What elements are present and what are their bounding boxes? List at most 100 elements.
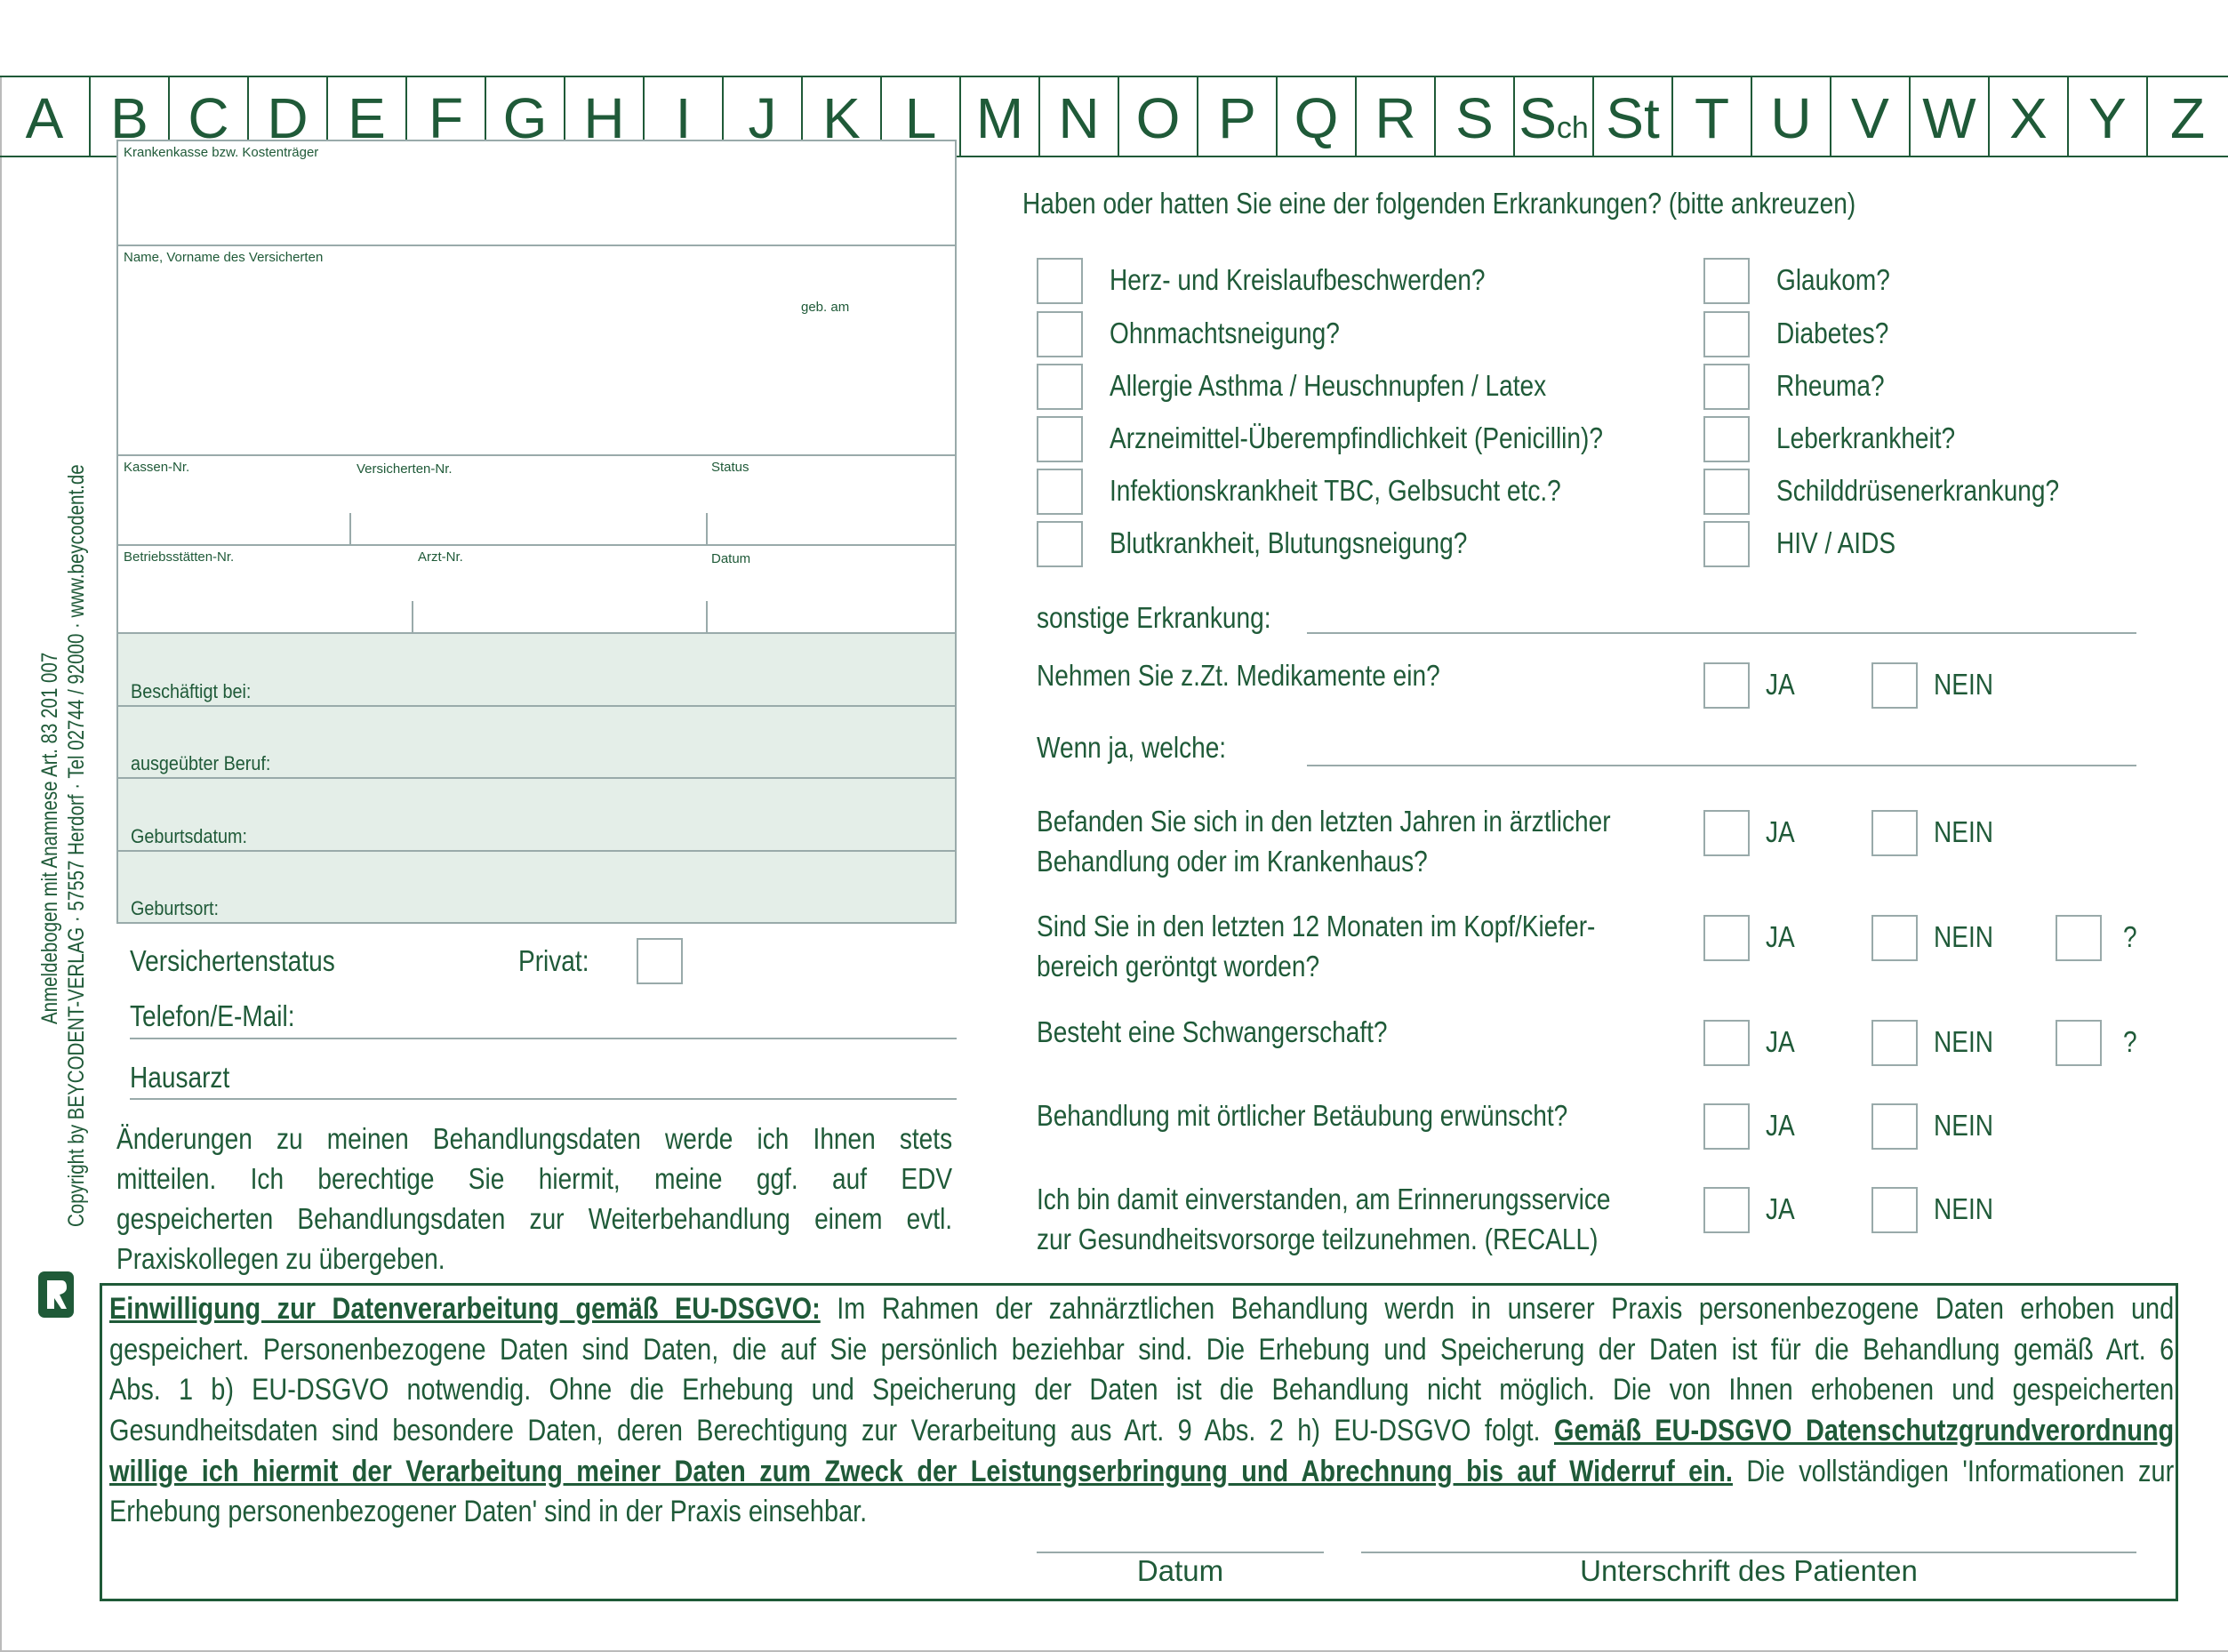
roentgen-ja-checkbox[interactable] [1703, 915, 1750, 961]
illness-label: Herz- und Kreislaufbeschwerden? [1110, 263, 1486, 296]
field-krankenkasse[interactable]: Krankenkasse bzw. Kostenträger [118, 141, 955, 246]
privat-checkbox[interactable] [637, 938, 683, 984]
behandlung-ja-checkbox[interactable] [1703, 810, 1750, 856]
notice-line: Praxiskollegen zu übergeben. [116, 1242, 445, 1275]
patient-signature-field[interactable] [1361, 1552, 2136, 1553]
index-tab-r: R [1357, 77, 1436, 157]
medikamente-question: Nehmen Sie z.Zt. Medikamente ein? [1037, 659, 1440, 692]
field-row-betrieb[interactable]: Betriebsstätten-Nr. Arzt-Nr. Datum [118, 546, 955, 634]
label: Status [711, 460, 749, 475]
illness-checkbox[interactable] [1703, 469, 1750, 515]
text: Gesundheitsdaten sind besondere Daten, d… [109, 1414, 1555, 1448]
sonstige-field[interactable] [1307, 632, 2136, 634]
illness-checkbox[interactable] [1037, 258, 1083, 304]
signature-caption: Unterschrift des Patienten [1580, 1554, 1918, 1587]
betaeubung-ja-checkbox[interactable] [1703, 1103, 1750, 1150]
field-geburtsdatum[interactable]: Geburtsdatum: [118, 779, 955, 852]
schwangerschaft-unknown-checkbox[interactable] [2056, 1020, 2102, 1066]
label: Versicherten-Nr. [357, 461, 453, 477]
index-tab-t: T [1673, 77, 1752, 157]
illness-label: HIV / AIDS [1776, 526, 1896, 559]
illness-checkbox[interactable] [1703, 364, 1750, 410]
ja-label: JA [1766, 1192, 1795, 1225]
ja-label: JA [1766, 1025, 1795, 1058]
recall-question: Ich bin damit einverstanden, am Erinneru… [1037, 1183, 1611, 1215]
illness-checkbox[interactable] [1037, 469, 1083, 515]
schwangerschaft-ja-checkbox[interactable] [1703, 1020, 1750, 1066]
index-tab-v: V [1831, 77, 1911, 157]
schwangerschaft-nein-checkbox[interactable] [1871, 1020, 1918, 1066]
illness-checkbox[interactable] [1037, 311, 1083, 357]
betaeubung-nein-checkbox[interactable] [1871, 1103, 1918, 1150]
illness-label: Leberkrankheit? [1776, 421, 1956, 454]
betaeubung-question: Behandlung mit örtlicher Betäubung erwün… [1037, 1099, 1568, 1132]
illness-label: Arzneimittel-Überempfindlichkeit (Penici… [1110, 421, 1603, 454]
divider [706, 513, 708, 545]
recall-ja-checkbox[interactable] [1703, 1187, 1750, 1233]
index-tab-p: P [1198, 77, 1278, 157]
index-tab-u: U [1752, 77, 1831, 157]
label: Kassen-Nr. [124, 460, 190, 475]
roentgen-nein-checkbox[interactable] [1871, 915, 1918, 961]
nein-label: NEIN [1934, 1192, 1994, 1225]
datum-signature-field[interactable] [1037, 1552, 1324, 1553]
recall-nein-checkbox[interactable] [1871, 1187, 1918, 1233]
nein-label: NEIN [1934, 1109, 1994, 1142]
unknown-label: ? [2123, 1025, 2137, 1058]
field-row-kassen[interactable]: Kassen-Nr. Versicherten-Nr. Status [118, 456, 955, 546]
field-name[interactable]: Name, Vorname des Versicherten geb. am [118, 246, 955, 456]
nein-label: NEIN [1934, 815, 1994, 848]
consent-line: Einwilligung zur Datenverarbeitung gemäß… [109, 1292, 2174, 1327]
beycodent-logo-icon [38, 1271, 74, 1318]
notice-line: Änderungen zu meinen Behandlungsdaten we… [116, 1122, 953, 1155]
datum-caption: Datum [1136, 1554, 1224, 1587]
telefon-field[interactable] [130, 1038, 957, 1039]
roentgen-unknown-checkbox[interactable] [2056, 915, 2102, 961]
index-tab-w: W [1911, 77, 1990, 157]
label: Beschäftigt bei: [131, 680, 252, 702]
insurance-card-area: Krankenkasse bzw. Kostenträger Name, Vor… [116, 140, 957, 924]
hausarzt-field[interactable] [130, 1098, 957, 1100]
roentgen-question: bereich geröntgt worden? [1037, 950, 1320, 982]
welche-label: Wenn ja, welche: [1037, 731, 1227, 764]
field-geburtsort[interactable]: Geburtsort: [118, 852, 955, 922]
label: Geburtsort: [131, 897, 220, 919]
consent-line: Erhebung personenbezogener Daten' sind i… [109, 1495, 868, 1528]
consent-title: Einwilligung zur Datenverarbeitung gemäß… [109, 1292, 821, 1326]
behandlung-nein-checkbox[interactable] [1871, 810, 1918, 856]
consent-line: willige ich hiermit der Verarbeitung mei… [109, 1455, 2174, 1489]
nein-label: NEIN [1934, 920, 1994, 953]
illness-label: Allergie Asthma / Heuschnupfen / Latex [1110, 369, 1547, 402]
label: ausgeübter Beruf: [131, 752, 271, 774]
notice-line: gespeicherten Behandlungsdaten zur Weite… [116, 1202, 953, 1235]
welche-field[interactable] [1307, 765, 2136, 766]
divider [412, 601, 413, 633]
medikamente-nein-checkbox[interactable] [1871, 662, 1918, 709]
ja-label: JA [1766, 815, 1795, 848]
ja-label: JA [1766, 668, 1795, 701]
text: Die vollständigen 'Informationen zur [1732, 1455, 2175, 1488]
illness-checkbox[interactable] [1703, 311, 1750, 357]
illness-checkbox[interactable] [1703, 416, 1750, 462]
label: geb. am [801, 300, 850, 315]
field-beruf[interactable]: ausgeübter Beruf: [118, 707, 955, 779]
versichertenstatus-label: Versichertenstatus [130, 944, 335, 977]
consent-line: gespeichert. Personenbezogene Daten sind… [109, 1333, 2175, 1367]
consent-box [100, 1283, 2178, 1601]
index-tab-o: O [1119, 77, 1198, 157]
behandlung-question: Befanden Sie sich in den letzten Jahren … [1037, 805, 1611, 838]
illness-checkbox[interactable] [1037, 364, 1083, 410]
notice-line: mitteilen. Ich berechtige Sie hiermit, m… [116, 1162, 953, 1195]
illness-checkbox[interactable] [1037, 416, 1083, 462]
illness-label: Schilddrüsenerkrankung? [1776, 474, 2060, 507]
nein-label: NEIN [1934, 1025, 1994, 1058]
illness-checkbox[interactable] [1037, 521, 1083, 567]
medikamente-ja-checkbox[interactable] [1703, 662, 1750, 709]
field-beschaeftigt[interactable]: Beschäftigt bei: [118, 634, 955, 707]
illness-label: Ohnmachtsneigung? [1110, 317, 1340, 349]
index-tab-x: X [1990, 77, 2069, 157]
illness-checkbox[interactable] [1703, 258, 1750, 304]
page-frame [0, 76, 2228, 1652]
label: Betriebsstätten-Nr. [124, 549, 235, 565]
illness-checkbox[interactable] [1703, 521, 1750, 567]
